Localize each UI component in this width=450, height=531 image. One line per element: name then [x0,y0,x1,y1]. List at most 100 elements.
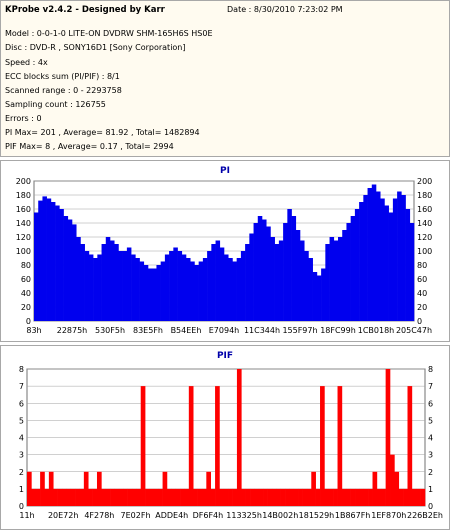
pi-bar [67,219,73,321]
pif-chart-panel: PIF 0 0 1 1 2 2 3 3 4 4 5 5 6 6 7 7 8 8 11h 20E72h 4F278h 7E0… [0,345,450,530]
pi-bar [156,265,161,321]
pi-y-tick-left: 140 [16,219,31,228]
pif-bar [293,488,299,506]
pif-bar [140,386,146,506]
model-line: Model : 0-0-1-0 LITE-ON DVDRW SHM-165H6S… [5,29,213,38]
pif-chart-title: PIF [217,351,233,361]
pif-bar [416,488,421,506]
pi-x-tick-label: B54EEh [171,326,202,335]
pif-bar [285,488,290,506]
pi-bar [186,258,191,321]
pif-bar [219,488,225,506]
pif-x-tick-label: 1EF870h [371,511,406,520]
pi-y-tick-right: 0 [417,317,422,326]
pif-bar [153,488,159,506]
pif-bar [206,471,211,506]
pi-chart-title: PI [220,166,230,176]
pif-bar [333,488,338,506]
pif-x-tick-label: 20E72h [48,511,78,520]
pif-bar [250,488,255,506]
pi-y-tick-right: 200 [417,177,432,186]
pi-summary-line: PI Max= 201 , Average= 81.92 , Total= 14… [5,128,200,137]
pi-x-tick-label: 1CB018h [358,326,395,335]
pi-y-tick-right: 80 [417,261,427,270]
pi-bar [148,268,153,321]
pif-bar [245,488,251,506]
pi-bar [211,244,216,321]
scan-date: Date : 8/30/2010 7:23:02 PM [227,5,343,14]
pi-bar [105,237,111,321]
pif-bar [271,488,277,506]
pi-bar [101,244,107,321]
pi-bar [202,258,208,321]
pi-bar [325,244,330,321]
pi-bar [84,251,90,321]
pi-x-tick-label: 11C344h [244,326,280,335]
pi-bar [131,254,136,321]
scanned-range-line: Scanned range : 0 - 2293758 [5,86,122,95]
pi-bar [135,258,140,321]
pi-bar [215,240,221,321]
pi-bar [236,258,242,321]
pi-x-tick-label: E7094h [209,326,239,335]
pif-bar [394,471,400,506]
pif-bar [162,471,168,506]
pi-bar [240,251,246,321]
pif-y-tick-left: 0 [19,502,24,511]
pif-bar [188,386,194,506]
pif-bar [92,488,98,506]
pif-y-tick-left: 8 [19,365,24,374]
pif-bar [44,488,50,506]
pif-bar [27,471,32,506]
pif-bar [105,488,111,506]
pif-bar [31,488,37,506]
pif-bar [79,488,85,506]
pi-bar [80,244,85,321]
pif-bar [88,488,93,506]
pif-bar [241,488,246,506]
pif-bar [83,471,89,506]
pif-bar [372,471,378,506]
pi-bar [97,254,102,321]
pi-bar [126,247,132,321]
pi-bar [72,224,77,321]
pif-bar [223,488,229,506]
app-title: KProbe v2.4.2 - Designed by Karr [5,5,165,15]
pif-x-tick-label: ADDE4h [155,511,188,520]
pi-bar [118,251,123,321]
pi-bar [274,244,280,321]
pif-bar [61,488,67,506]
pif-bar [145,488,150,506]
pif-bar [302,488,308,506]
pif-y-tick-left: 7 [19,382,24,391]
pi-bar [376,191,381,321]
pi-bar [219,247,225,321]
pif-bar [346,488,351,506]
pif-summary-line: PIF Max= 8 , Average= 0.17 , Total= 2994 [5,142,174,151]
pi-bar [152,268,157,321]
pi-bar [160,261,166,321]
pif-bar [363,488,369,506]
pif-bar [57,488,63,506]
disc-line: Disc : DVD-R , SONY16D1 [Sony Corporatio… [5,43,186,52]
pif-y-tick-right: 6 [428,399,433,408]
pif-bar [263,488,268,506]
pif-x-tick-label: DF6F4h [193,511,224,520]
pi-x-tick-label: 530F5h [95,326,125,335]
pi-bar [110,240,115,321]
pif-bar [66,488,72,506]
pi-bar [371,184,377,321]
errors-line: Errors : 0 [5,114,42,123]
pif-bar [136,488,142,506]
pif-bar [123,488,128,506]
pif-bar [127,488,133,506]
pif-bar [166,488,172,506]
pi-bar [143,265,149,321]
pif-x-tick-label: 181529h [299,511,335,520]
pif-y-tick-right: 4 [428,434,433,443]
pif-bar [328,488,334,506]
pif-y-tick-right: 3 [428,451,433,460]
pi-bar [316,275,322,321]
speed-line: Speed : 4x [5,58,48,67]
